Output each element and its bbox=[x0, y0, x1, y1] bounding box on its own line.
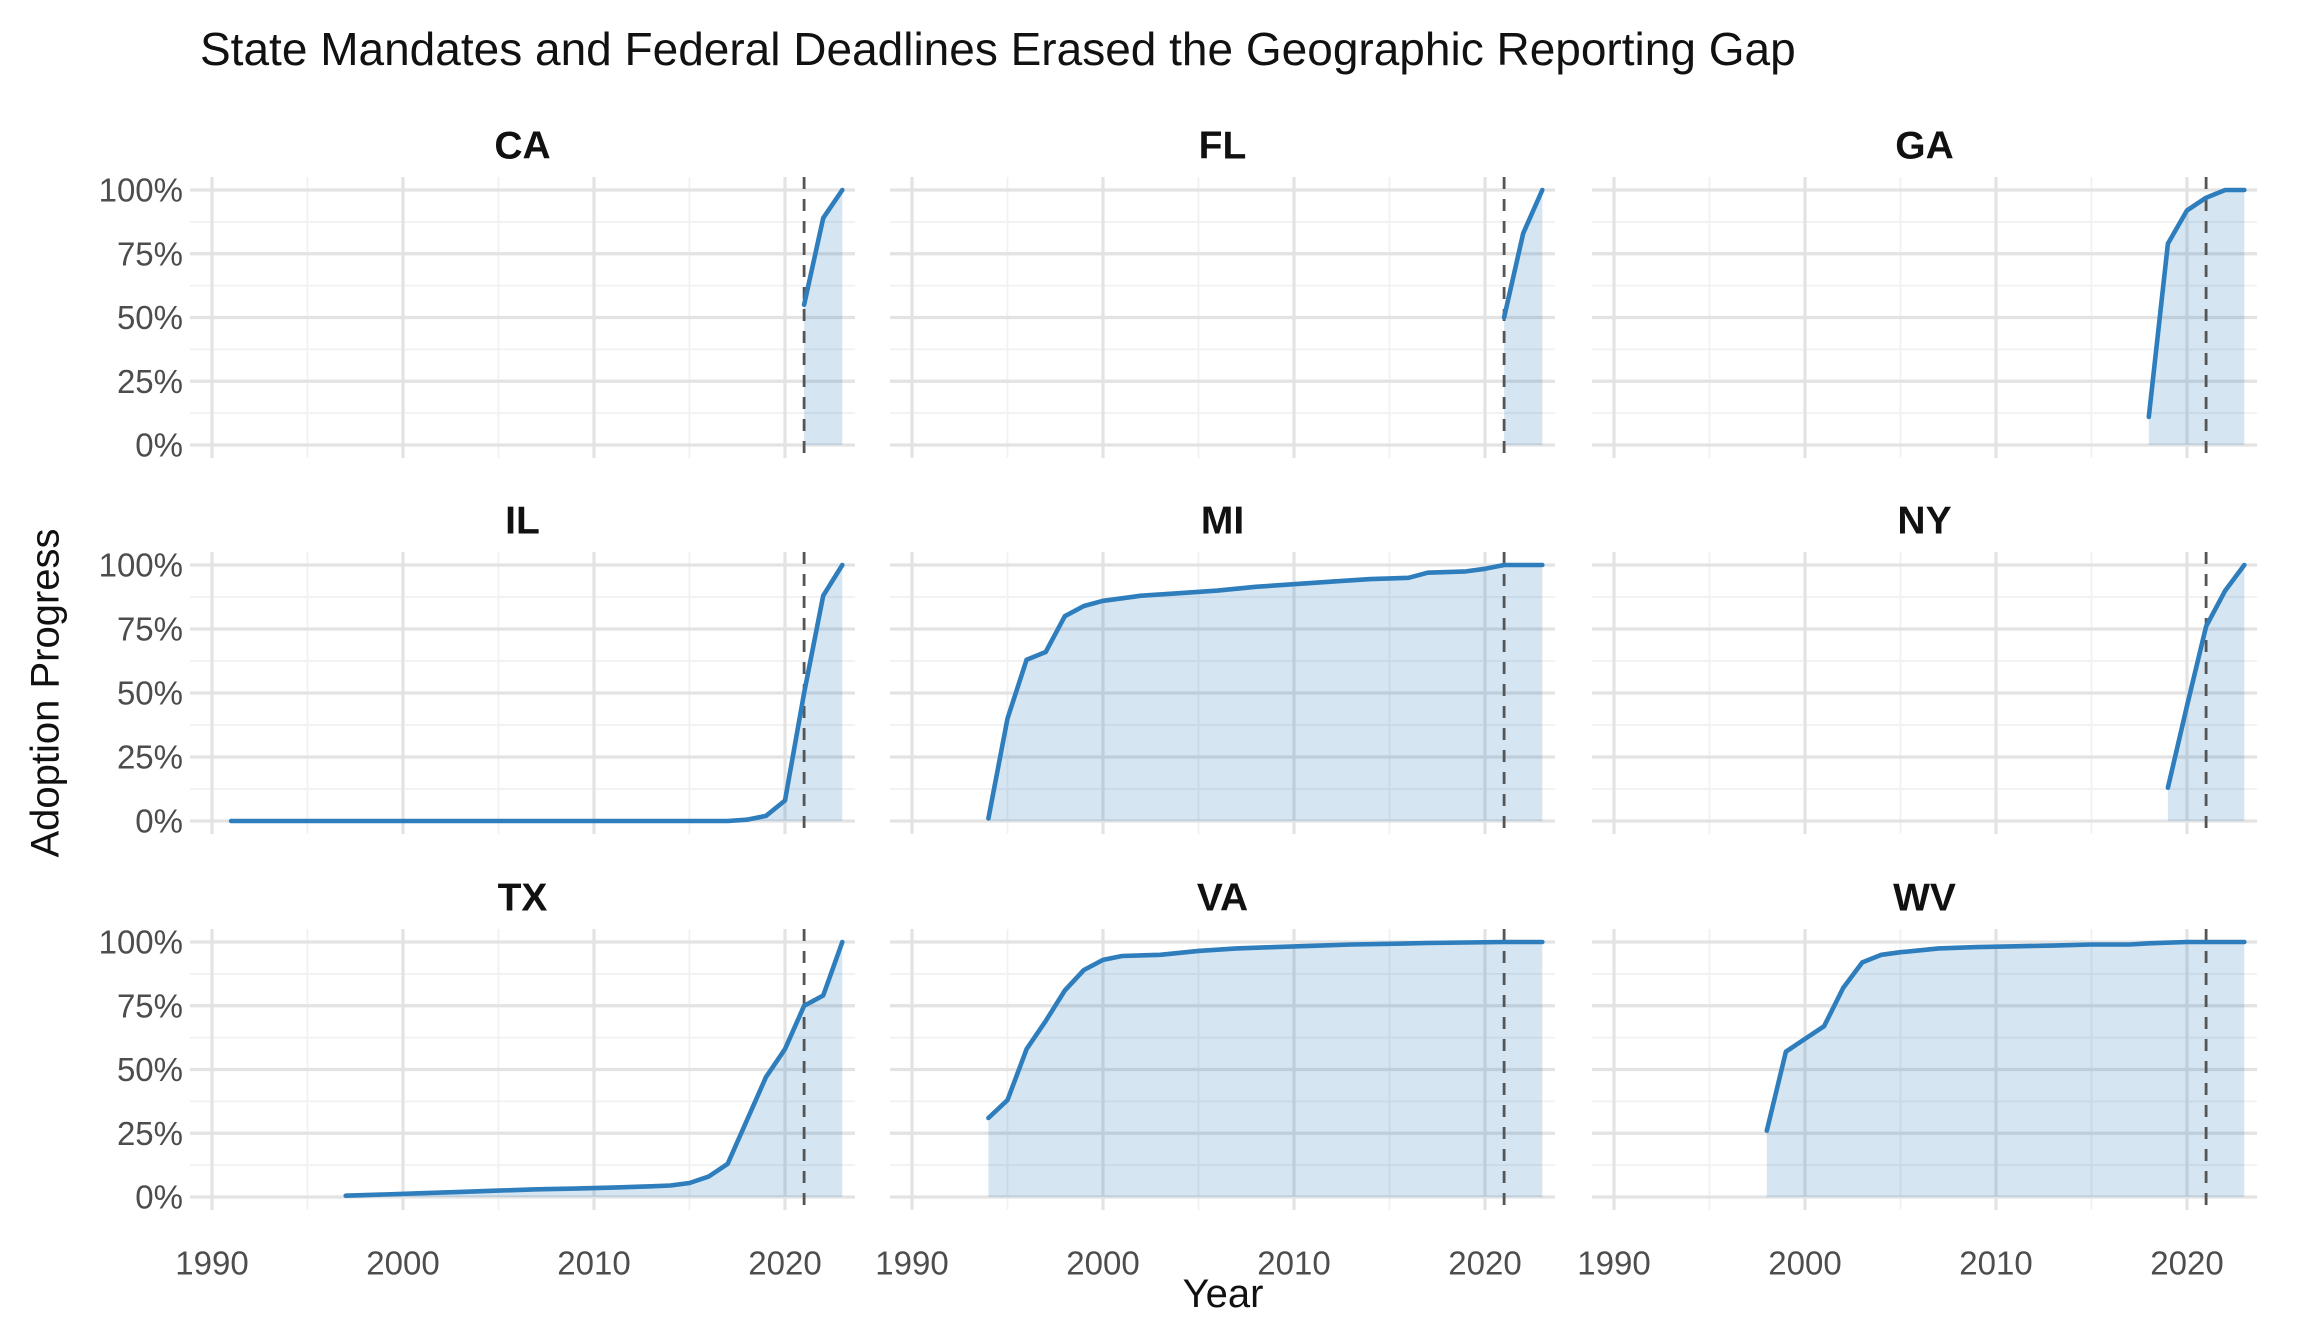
x-tick-label: 2000 bbox=[1768, 1245, 1841, 1282]
strip-label-fl: FL bbox=[1199, 125, 1247, 168]
grid-major bbox=[190, 552, 855, 834]
x-tick-label: 2010 bbox=[1959, 1245, 2032, 1282]
x-tick-label: 2010 bbox=[1257, 1245, 1330, 1282]
area-fill bbox=[988, 565, 1543, 821]
strip-label-tx: TX bbox=[498, 877, 548, 920]
panel-tx: TX 1990 2000 2010 2020 0% 25% 50% 75% 100% bbox=[99, 877, 855, 1282]
y-tick-label: 50% bbox=[117, 299, 183, 336]
x-tick-label: 1990 bbox=[875, 1245, 948, 1282]
grid-major bbox=[1592, 552, 2257, 834]
x-tick-label: 1990 bbox=[1577, 1245, 1650, 1282]
trend-line bbox=[228, 562, 845, 824]
grid-major bbox=[890, 552, 1555, 834]
grid-minor bbox=[190, 929, 855, 1210]
y-tick-label: 75% bbox=[117, 987, 183, 1024]
chart-title: State Mandates and Federal Deadlines Era… bbox=[200, 23, 1796, 75]
strip-label-mi: MI bbox=[1201, 500, 1244, 543]
trend-line bbox=[801, 187, 845, 308]
trend-line bbox=[343, 939, 845, 1198]
grid-major bbox=[190, 929, 855, 1210]
grid-major bbox=[1592, 177, 2257, 458]
y-tick-label: 100% bbox=[99, 547, 183, 584]
grid-major bbox=[890, 929, 1555, 1210]
x-tick-label: 2010 bbox=[557, 1245, 630, 1282]
area-fill bbox=[988, 942, 1543, 1197]
area-fill bbox=[345, 942, 843, 1197]
y-tick-label: 50% bbox=[117, 1051, 183, 1088]
strip-label-ny: NY bbox=[1897, 500, 1951, 543]
strip-label-il: IL bbox=[505, 500, 540, 543]
trend-line bbox=[1501, 187, 1545, 320]
x-axis-title: Year bbox=[1182, 1272, 1264, 1316]
y-tick-label: 25% bbox=[117, 363, 183, 400]
trend-line bbox=[2165, 562, 2247, 790]
x-tick-label: 2000 bbox=[366, 1245, 439, 1282]
x-tick-label: 2020 bbox=[1448, 1245, 1521, 1282]
area-fill bbox=[1504, 190, 1543, 445]
y-tick-label: 0% bbox=[135, 427, 183, 464]
area-fill bbox=[1766, 942, 2245, 1197]
area-fill bbox=[804, 190, 843, 445]
strip-label-ga: GA bbox=[1895, 125, 1954, 168]
y-tick-label: 0% bbox=[135, 1179, 183, 1216]
y-tick-label: 25% bbox=[117, 1115, 183, 1152]
y-tick-label: 25% bbox=[117, 739, 183, 776]
grid-major bbox=[1592, 929, 2257, 1210]
panel-fl: FL bbox=[890, 125, 1555, 458]
x-tick-label: 1990 bbox=[175, 1245, 248, 1282]
grid-major bbox=[890, 177, 1555, 458]
panel-ny: NY bbox=[1592, 500, 2257, 834]
panel-ca: CA 0% 25% 50% 75% 100% bbox=[99, 125, 855, 464]
panel-va: VA 1990 2000 2010 2020 bbox=[875, 877, 1555, 1282]
grid-major bbox=[190, 177, 855, 458]
y-tick-label: 75% bbox=[117, 611, 183, 648]
panel-il: IL 0% 25% 50% 75% 100% bbox=[99, 500, 855, 840]
trend-line bbox=[1764, 939, 2247, 1133]
trend-line bbox=[2146, 187, 2247, 420]
panel-mi: MI bbox=[890, 500, 1555, 834]
x-tick-label: 2020 bbox=[748, 1245, 821, 1282]
y-tick-label: 100% bbox=[99, 924, 183, 961]
y-tick-label: 50% bbox=[117, 675, 183, 712]
grid-minor bbox=[1592, 177, 2257, 458]
trend-line bbox=[986, 939, 1545, 1121]
x-tick-label: 2020 bbox=[2150, 1245, 2223, 1282]
y-tick-label: 100% bbox=[99, 172, 183, 209]
y-tick-label: 0% bbox=[135, 803, 183, 840]
strip-label-ca: CA bbox=[494, 125, 550, 168]
trend-line bbox=[986, 562, 1545, 821]
strip-label-wv: WV bbox=[1893, 877, 1956, 920]
y-tick-label: 75% bbox=[117, 235, 183, 272]
area-fill bbox=[2148, 190, 2245, 445]
x-tick-label: 2000 bbox=[1066, 1245, 1139, 1282]
strip-label-va: VA bbox=[1197, 877, 1248, 920]
panel-wv: WV 1990 2000 2010 2020 bbox=[1577, 877, 2257, 1282]
y-axis-title: Adoption Progress bbox=[23, 528, 68, 858]
panel-ga: GA bbox=[1592, 125, 2257, 458]
grid-minor bbox=[1592, 929, 2257, 1210]
